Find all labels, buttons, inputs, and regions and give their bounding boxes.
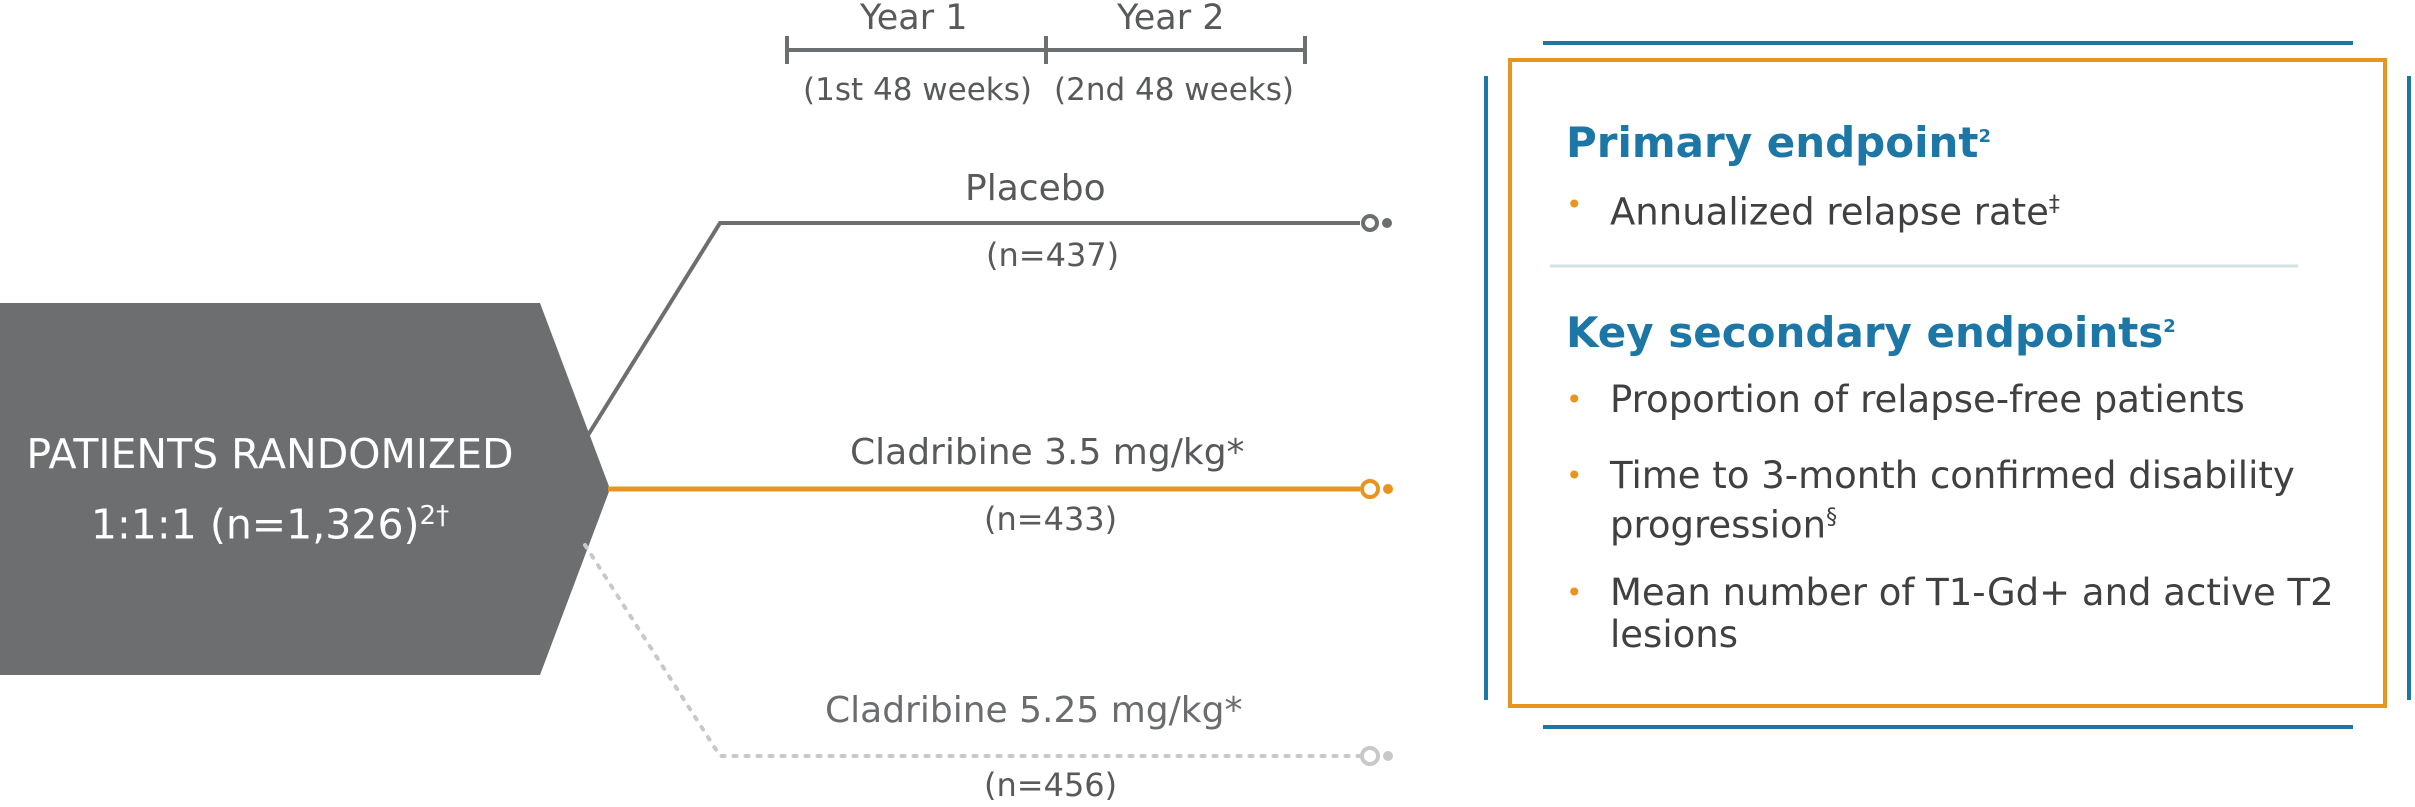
secondary-endpoint-item-3-text: Mean number of T1-Gd+ and active T2 lesi…	[1610, 571, 2334, 656]
secondary-endpoints-title: Key secondary endpoints2	[1566, 308, 2176, 357]
primary-endpoint-item-footnote: ‡	[2048, 192, 2060, 217]
cladribine-35-arm-end-dot	[1383, 484, 1393, 494]
secondary-endpoint-item-1: Proportion of relapse-free patients	[1610, 379, 2370, 421]
cladribine-525-arm-label: Cladribine 5.25 mg/kg*	[825, 690, 1243, 731]
placebo-arm-end-dot	[1382, 218, 1392, 228]
bullet-icon: •	[1566, 188, 1583, 221]
year-1-weeks-label: (1st 48 weeks)	[803, 72, 1032, 108]
cladribine-525-arm-end-dot	[1383, 751, 1393, 761]
secondary-endpoint-item-1-text: Proportion of relapse-free patients	[1610, 378, 2245, 421]
cladribine-35-arm-n: (n=433)	[984, 500, 1118, 538]
secondary-endpoint-item-3: Mean number of T1-Gd+ and active T2 lesi…	[1610, 572, 2340, 656]
placebo-arm-n: (n=437)	[986, 236, 1120, 274]
cladribine-35-arm-label: Cladribine 3.5 mg/kg*	[850, 432, 1245, 473]
secondary-endpoint-item-2-text: Time to 3-month confirmed disability pro…	[1610, 454, 2295, 547]
placebo-arm-end-marker	[1361, 214, 1379, 232]
patients-randomized-line1: PATIENTS RANDOMIZED	[26, 429, 514, 478]
primary-endpoint-title: Primary endpoint2	[1566, 118, 1991, 167]
cladribine-525-arm-n: (n=456)	[984, 766, 1118, 804]
bullet-icon: •	[1566, 383, 1583, 416]
year-1-label: Year 1	[860, 0, 968, 38]
year-2-label: Year 2	[1117, 0, 1225, 38]
cladribine-525-arm-line	[583, 543, 1362, 758]
primary-endpoint-item: Annualized relapse rate‡	[1610, 184, 2370, 233]
secondary-endpoint-item-2: Time to 3-month confirmed disability pro…	[1610, 454, 2350, 547]
timeline-ruler	[785, 36, 1307, 64]
bullet-icon: •	[1566, 576, 1583, 609]
patients-randomized-shape	[0, 303, 610, 675]
patients-randomized-count: 1:1:1 (n=1,326)	[90, 500, 420, 549]
endpoints-frame	[1484, 41, 2411, 729]
placebo-arm-label: Placebo	[965, 168, 1106, 209]
secondary-endpoints-title-text: Key secondary endpoints	[1566, 308, 2164, 357]
year-2-weeks-label: (2nd 48 weeks)	[1054, 72, 1294, 108]
primary-endpoint-footnote: 2	[1978, 126, 1991, 147]
bullet-icon: •	[1566, 459, 1583, 492]
patients-randomized-line2: 1:1:1 (n=1,326)2†	[91, 485, 449, 556]
endpoints-box-border	[1508, 58, 2387, 708]
patients-randomized-box: PATIENTS RANDOMIZED 1:1:1 (n=1,326)2†	[0, 303, 600, 675]
placebo-arm-line	[583, 221, 1360, 442]
secondary-endpoint-item-2-footnote: §	[1826, 505, 1838, 530]
cladribine-35-arm-end-marker	[1360, 479, 1380, 499]
primary-endpoint-item-text: Annualized relapse rate	[1610, 190, 2049, 234]
cladribine-525-arm-end-marker	[1360, 746, 1380, 766]
secondary-endpoints-footnote: 2	[2163, 316, 2176, 337]
primary-endpoint-title-text: Primary endpoint	[1566, 118, 1979, 167]
patients-randomized-footnote: 2†	[419, 500, 450, 531]
